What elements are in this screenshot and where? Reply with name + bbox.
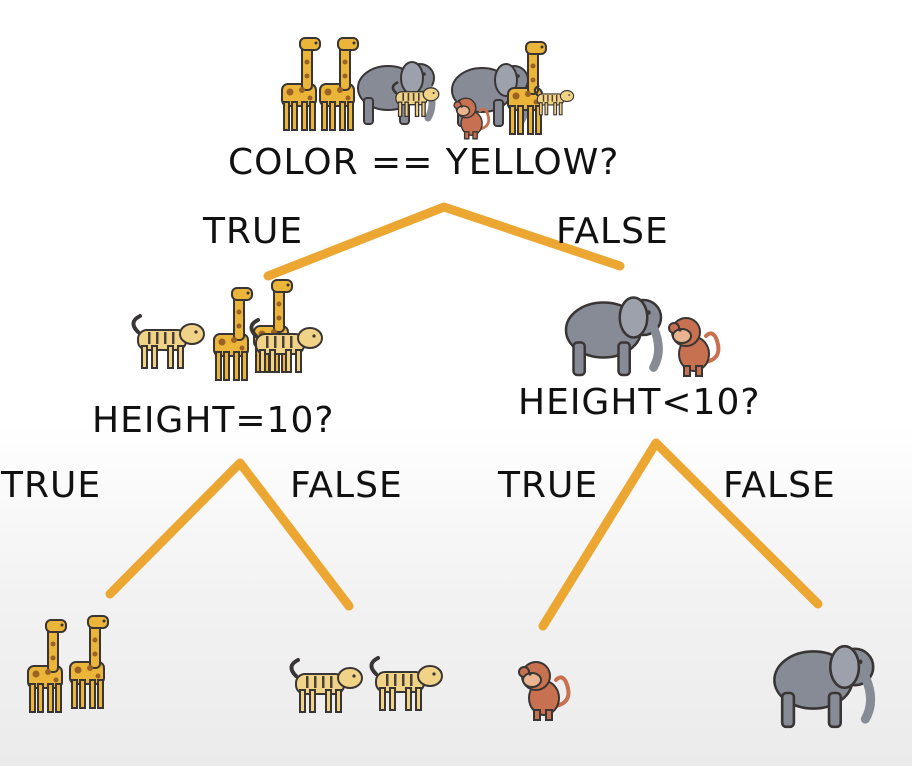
giraffe-icon (27, 619, 67, 713)
giraffe-icon (507, 41, 547, 135)
left-animal-group (131, 279, 324, 381)
right-animal-group (556, 280, 721, 380)
monkey-icon (667, 316, 721, 378)
left-false-label: FALSE (290, 465, 403, 506)
right-edges (538, 438, 823, 631)
root-false-label: FALSE (556, 211, 669, 252)
right-true-label: TRUE (498, 465, 599, 506)
left-true-label: TRUE (1, 465, 102, 506)
elephant-leaf-group (764, 628, 899, 728)
right-false-label: FALSE (723, 465, 836, 506)
root-question: COLOR == YELLOW? (228, 142, 620, 183)
giraffe-icon (319, 37, 359, 131)
elephant-icon (566, 298, 661, 376)
left-question: HEIGHT=10? (92, 400, 335, 441)
root-edges (263, 202, 625, 281)
giraffe-icon (69, 615, 109, 709)
left-edges (105, 458, 354, 611)
tiger-icon (131, 314, 206, 370)
elephant-icon (774, 646, 873, 727)
root-true-label: TRUE (203, 211, 304, 252)
giraffe-icon (213, 287, 253, 381)
tiger-leaf-group (289, 656, 444, 714)
giraffe-icon (281, 37, 321, 131)
right-question: HEIGHT<10? (518, 382, 761, 423)
giraffe-leaf-group (27, 615, 109, 713)
monkey-leaf-group (517, 660, 571, 722)
tiger-icon (289, 658, 364, 714)
monkey-icon (517, 660, 571, 722)
root-animal-group (281, 37, 575, 141)
tiger-icon (369, 656, 444, 712)
